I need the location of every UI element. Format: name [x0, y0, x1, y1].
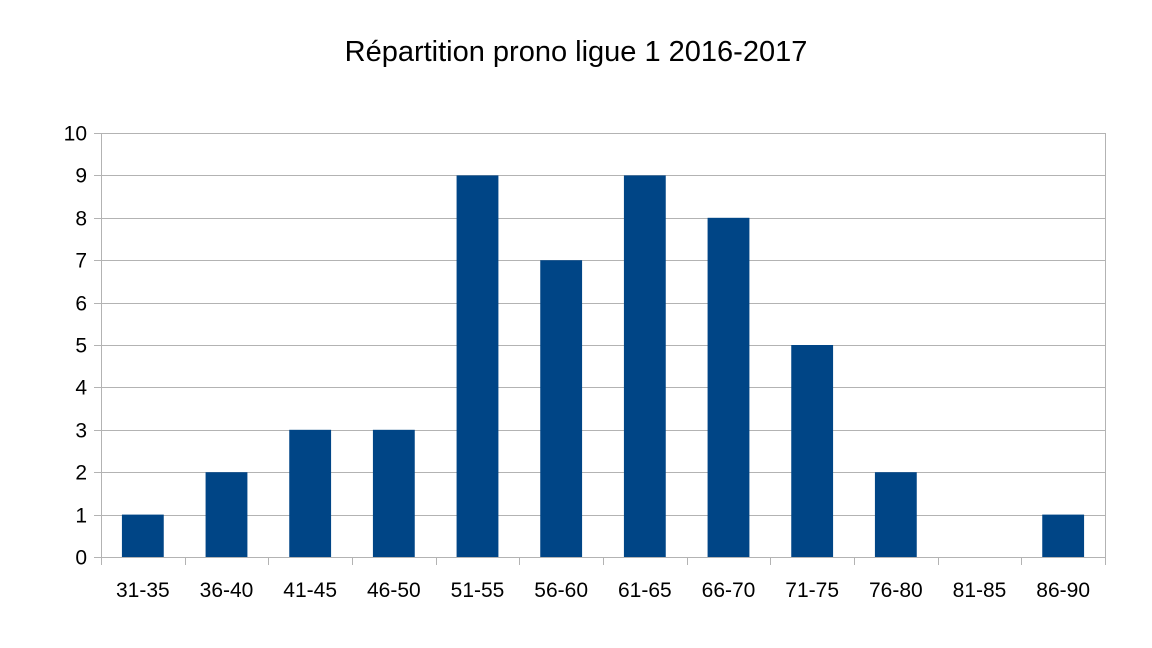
y-tick-label: 6	[75, 293, 87, 316]
bar-66-70	[707, 217, 750, 558]
x-tick-label: 71-75	[785, 579, 839, 602]
bar-71-75	[791, 345, 834, 557]
y-tick-label: 3	[75, 420, 87, 443]
bar-56-60	[540, 260, 583, 557]
x-axis-tick-labels: 31-35 36-40 41-45 46-50 51-55 56-60 61-65 66-70…	[116, 579, 1090, 602]
x-tick-label: 46-50	[367, 579, 421, 602]
y-tick-label: 1	[75, 505, 87, 528]
y-tick-label: 4	[75, 377, 87, 400]
bar-36-40	[205, 472, 248, 557]
y-tick-label: 10	[64, 123, 87, 146]
grid-lines	[101, 133, 1105, 558]
bar-46-50	[372, 429, 415, 557]
x-tick-label: 31-35	[116, 579, 170, 602]
y-tick-label: 0	[75, 547, 87, 570]
x-tick-label: 51-55	[451, 579, 505, 602]
y-axis-tick-labels: 0 1 2 3 4 5 6 7 8 9 10	[64, 123, 88, 570]
x-tick-label: 76-80	[869, 579, 923, 602]
bar-76-80	[874, 472, 917, 557]
x-tick-label: 86-90	[1036, 579, 1090, 602]
y-tick-label: 7	[75, 250, 87, 273]
x-tick-label: 66-70	[702, 579, 756, 602]
bar-41-45	[289, 429, 332, 557]
bar-31-35	[121, 514, 164, 557]
x-tick-label: 41-45	[283, 579, 337, 602]
x-tick-label: 56-60	[534, 579, 588, 602]
bars	[121, 175, 1085, 558]
bar-86-90	[1042, 514, 1085, 557]
x-tick-label: 36-40	[200, 579, 254, 602]
y-tick-label: 9	[75, 165, 87, 188]
bar-51-55	[456, 175, 499, 557]
x-tick-label: 61-65	[618, 579, 672, 602]
x-tick-label: 81-85	[953, 579, 1007, 602]
y-tick-label: 2	[75, 462, 87, 485]
chart-title: Répartition prono ligue 1 2016-2017	[345, 36, 808, 68]
y-tick-label: 5	[75, 335, 87, 358]
y-tick-label: 8	[75, 208, 87, 231]
axes	[94, 133, 1106, 565]
bar-61-65	[623, 175, 666, 557]
